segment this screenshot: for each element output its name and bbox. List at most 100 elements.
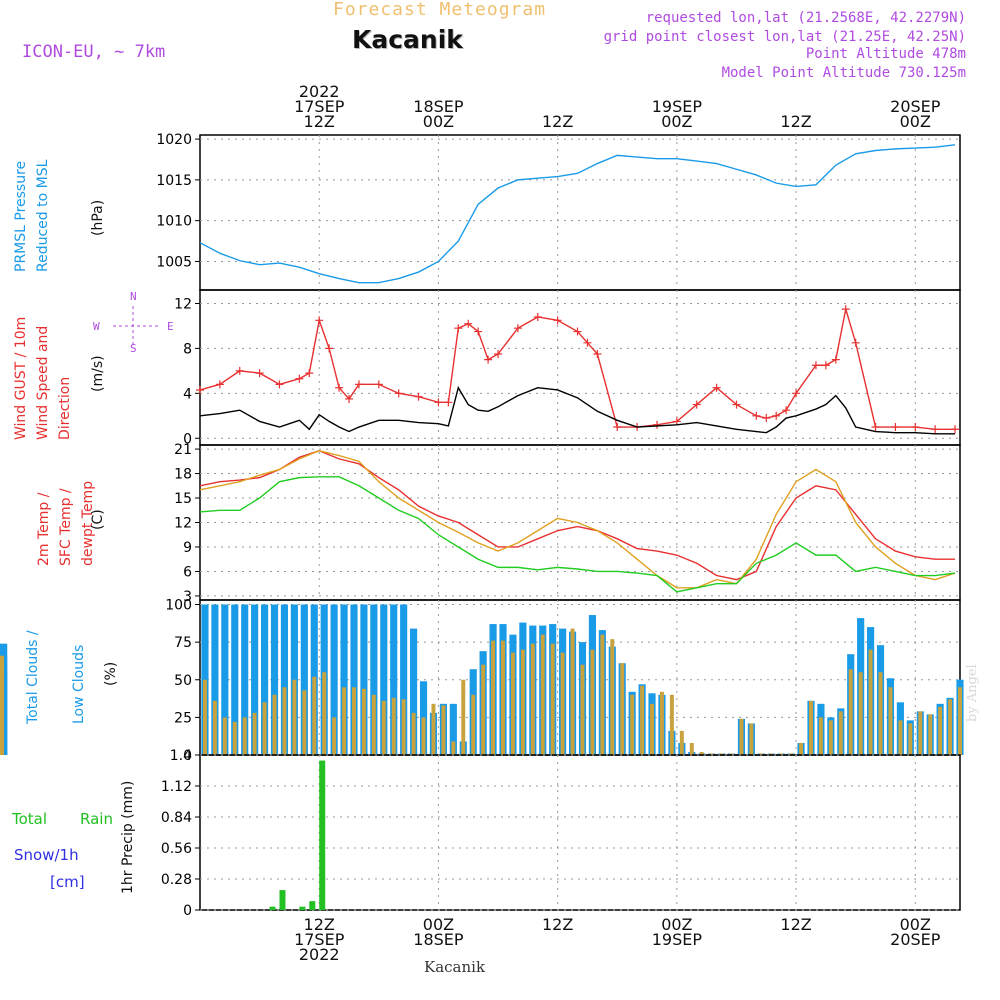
bar-low-clouds — [868, 649, 873, 755]
bar-low-clouds — [858, 672, 863, 755]
y-tick-label: 12 — [174, 516, 192, 532]
gust-marker — [652, 420, 661, 429]
gust-marker — [911, 423, 920, 432]
location-title: Kacanik — [352, 25, 463, 54]
gust-marker — [513, 324, 522, 333]
gust-marker — [851, 338, 860, 347]
bar-low-clouds — [828, 720, 833, 755]
gust-marker — [215, 380, 224, 389]
gust-marker — [811, 361, 820, 370]
gust-marker — [533, 312, 542, 321]
bar-low-clouds — [252, 712, 257, 755]
bar-low-clouds — [212, 700, 217, 755]
bar-low-clouds — [948, 699, 953, 755]
bar-low-clouds — [391, 697, 396, 755]
bar-low-clouds — [501, 640, 505, 755]
gust-marker — [354, 380, 363, 389]
y-tick-label: 1005 — [156, 254, 192, 270]
y-tick-label: 1.4 — [170, 748, 192, 764]
compass-w: W — [93, 320, 100, 333]
gust-marker — [583, 338, 592, 347]
precip-legend-unit: [cm] — [50, 873, 85, 891]
top-time-label: 12Z — [304, 112, 335, 131]
bar-low-clouds — [292, 679, 297, 755]
series-dewpt-temp — [199, 476, 956, 593]
panel-2: 3 6 9 12 15 18 21 — [174, 442, 961, 605]
gust-marker — [871, 423, 880, 432]
y-tick-label: 8 — [183, 341, 192, 357]
bar-low-clouds — [471, 694, 476, 755]
bar-low-clouds — [352, 687, 356, 755]
bar-low-clouds — [650, 703, 654, 755]
top-time-label: 12Z — [780, 112, 811, 131]
bar-low-clouds — [481, 664, 486, 755]
bar-low-clouds — [421, 717, 426, 755]
panel-1: 0 4 8 12 — [174, 289, 961, 447]
bar-total-clouds — [270, 604, 279, 755]
series-2m-temp — [199, 449, 956, 581]
gust-marker — [692, 400, 701, 409]
bar-low-clouds — [729, 753, 734, 755]
bar-low-clouds — [510, 652, 515, 755]
bar-low-clouds — [719, 753, 724, 755]
bar-total-clouds — [380, 604, 388, 755]
top-time-label: 18SEP — [413, 97, 464, 116]
y-tick-label: 75 — [174, 635, 192, 651]
gust-marker — [762, 414, 771, 423]
compass-e: E — [167, 320, 174, 333]
gust-marker — [831, 355, 840, 364]
y-tick-label: 0 — [183, 748, 192, 764]
bar-low-clouds — [491, 640, 496, 755]
bar-low-clouds — [282, 687, 287, 755]
bar-total-clouds — [330, 604, 338, 755]
model-label: ICON-EU, ~ 7km — [22, 42, 166, 62]
bar-total-clouds — [241, 604, 249, 755]
bar-total-clouds — [370, 604, 378, 755]
bar-low-clouds — [540, 634, 545, 755]
y-tick-label: 3 — [183, 589, 192, 605]
bar-total-clouds — [390, 604, 398, 755]
top-time-label: 00Z — [423, 112, 454, 131]
gust-marker — [752, 411, 761, 420]
bottom-time-label: 17SEP — [294, 930, 345, 949]
bar-low-clouds — [203, 679, 207, 755]
bar-low-clouds — [908, 723, 913, 755]
gust-marker — [931, 425, 940, 434]
bar-low-clouds — [709, 753, 714, 755]
bar-low-clouds — [640, 685, 645, 755]
bottom-time-label: 18SEP — [413, 930, 464, 949]
bar-total-clouds — [449, 703, 457, 755]
panel-0: 1005 1010 1015 1020 — [156, 132, 961, 291]
gust-marker — [444, 398, 453, 407]
bar-low-clouds — [928, 714, 933, 755]
y-tick-label: 25 — [174, 710, 192, 726]
gust-marker — [196, 385, 204, 394]
y-tick-label: 0 — [183, 903, 192, 919]
bar-low-clouds — [878, 672, 883, 755]
top-time-label: 19SEP — [652, 97, 703, 116]
gust-marker — [841, 305, 850, 314]
panel-frame — [199, 754, 961, 911]
gust-marker — [951, 425, 960, 434]
y-tick-label: 6 — [183, 564, 192, 580]
bar-low-clouds — [769, 753, 774, 755]
panel-4: 0 0.28 0.56 0.84 1.12 1.4 — [161, 748, 961, 919]
top-time-label: 20SEP — [890, 97, 941, 116]
bar-low-clouds — [332, 717, 337, 755]
y-tick-label: 100 — [165, 598, 192, 614]
bar-low-clouds — [322, 672, 327, 755]
bar-low-clouds — [600, 634, 605, 755]
gust-marker — [374, 380, 383, 389]
series-10m-wind — [199, 385, 956, 435]
bottom-time-label: 20SEP — [890, 930, 941, 949]
y-tick-label: 0.56 — [161, 841, 192, 857]
bar-low-clouds — [759, 753, 764, 755]
bar-low-clouds — [312, 676, 317, 755]
bar-total-clouds — [360, 604, 368, 755]
bar-low-clouds — [272, 694, 277, 755]
bar-low-clouds — [580, 664, 585, 755]
gust-marker — [414, 392, 423, 401]
bar-total-clouds — [251, 604, 259, 755]
gust-marker — [573, 327, 582, 336]
